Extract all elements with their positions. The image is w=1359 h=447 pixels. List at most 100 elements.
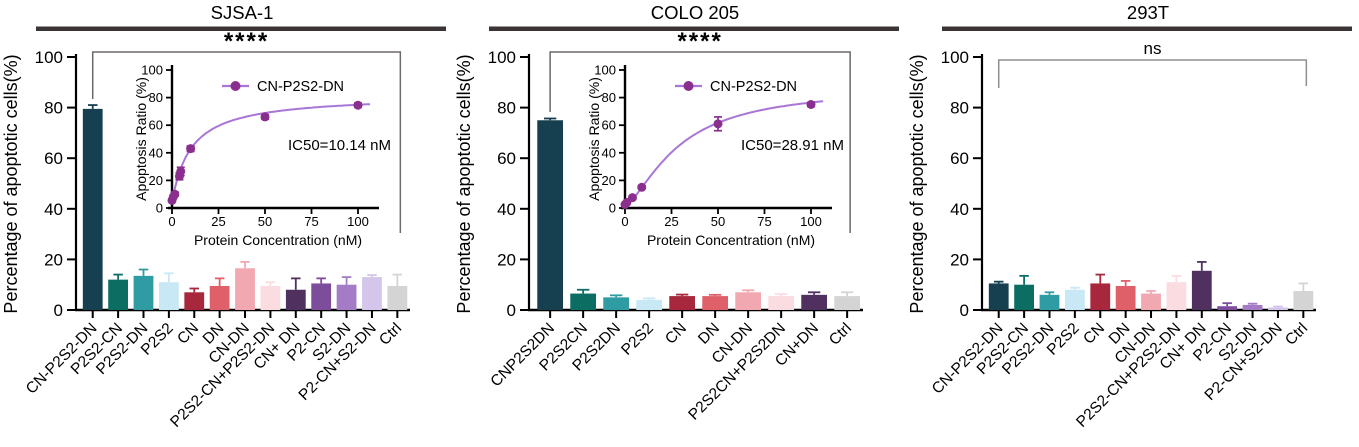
inset-y-tick-label: 0: [609, 201, 616, 216]
inset-x-tick-label: 100: [347, 214, 369, 229]
bar: [735, 292, 762, 310]
inset-data-point: [170, 189, 180, 199]
bar: [1014, 284, 1035, 310]
inset-fit-curve: [624, 100, 824, 207]
bar: [1141, 293, 1161, 310]
inset-data-point: [353, 100, 363, 110]
bar: [387, 285, 408, 310]
y-tick-label: 80: [950, 99, 969, 118]
inset-x-tick-label: 50: [258, 214, 272, 229]
sjsa-1-bar-chart: SJSA-1 0 20 40 60 80 100 Percentage of apoptoti…: [1, 2, 446, 431]
significance-bracket: [997, 59, 1308, 88]
bar: [702, 296, 729, 310]
inset-legend-label: CN-P2S2-DN: [257, 79, 344, 95]
bar: [1191, 270, 1212, 310]
y-tick-label: 40: [950, 200, 969, 219]
inset-legend-marker: [230, 81, 241, 91]
panel-title: 293T: [1127, 2, 1169, 23]
bar: [768, 296, 795, 310]
inset-y-tick-label: 20: [149, 173, 163, 188]
bar: [1115, 285, 1136, 310]
x-tick-label: CN: [1080, 320, 1108, 348]
bar: [1090, 283, 1111, 310]
inset-y-tick-label: 40: [149, 145, 163, 160]
title-rule: [36, 26, 446, 31]
bar: [311, 283, 332, 310]
y-tick-label: 20: [44, 250, 63, 269]
ic50-annotation: IC50=10.14 nM: [288, 137, 391, 154]
inset-x-tick-label: 25: [664, 214, 678, 229]
colo-205-bar-chart: COLO 205 0 20 40 60 80 100 Percentage of apopto…: [454, 2, 899, 424]
inset-x-tick-label: 0: [621, 214, 628, 229]
inset-data-point: [176, 166, 186, 176]
y-tick-label: 0: [507, 301, 516, 320]
inset-data-point: [627, 193, 637, 203]
bar: [336, 284, 357, 310]
inset-x-axis-label: Protein Concentration (nM): [647, 232, 815, 248]
bar: [362, 277, 382, 310]
panel-colo-205: COLO 205 0 20 40 60 80 100 Percentage of apopto…: [453, 0, 906, 447]
y-tick-label: 80: [44, 99, 63, 118]
y-tick-label: 0: [54, 301, 63, 320]
inset-y-axis-label: Apoptosis Ratio (%): [586, 77, 602, 201]
inset-fit-curve: [171, 103, 371, 203]
panel-sjsa-1: SJSA-1 0 20 40 60 80 100 Percentage of apoptoti…: [0, 0, 453, 447]
bar: [260, 285, 281, 310]
bar: [1242, 304, 1263, 310]
bar: [235, 268, 255, 310]
x-tick-label: CN: [662, 320, 690, 348]
y-tick-label: 60: [497, 149, 516, 168]
bar: [133, 275, 154, 310]
y-tick-label: 60: [44, 149, 63, 168]
y-tick-label: 40: [497, 200, 516, 219]
inset-data-point: [186, 144, 196, 154]
significance-bracket: [549, 51, 851, 233]
title-rule: [489, 26, 899, 31]
bar: [1064, 289, 1085, 310]
inset-y-axis-label: Apoptosis Ratio (%): [133, 77, 149, 201]
bar: [184, 292, 205, 310]
panel-title: SJSA-1: [211, 2, 274, 23]
inset-x-tick-label: 50: [711, 214, 725, 229]
ic50-annotation: IC50=28.91 nM: [741, 137, 844, 154]
y-tick-label: 40: [44, 200, 63, 219]
bar: [636, 299, 663, 310]
bar: [285, 289, 306, 310]
inset-data-point: [260, 112, 270, 122]
y-tick-label: 20: [950, 250, 969, 269]
y-tick-label: 80: [497, 99, 516, 118]
y-tick-label: 100: [941, 48, 969, 67]
inset-y-tick-label: 20: [602, 173, 616, 188]
inset-x-tick-label: 0: [168, 214, 175, 229]
inset-y-tick-label: 40: [602, 145, 616, 160]
bar: [82, 108, 103, 311]
inset-x-tick-label: 25: [211, 214, 225, 229]
bar: [1166, 282, 1187, 310]
y-axis-label: Percentage of apoptotic cells(%): [1, 54, 21, 313]
x-tick-label: CN: [174, 320, 202, 348]
inset-legend-label: CN-P2S2-DN: [710, 79, 797, 95]
inset-y-tick-label: 60: [149, 118, 163, 133]
bar: [158, 282, 179, 310]
significance-label: ****: [677, 28, 722, 55]
bar: [209, 285, 230, 310]
inset-data-point: [806, 100, 816, 109]
y-tick-label: 100: [35, 48, 63, 67]
inset-x-tick-label: 75: [304, 214, 318, 229]
x-tick-label: Ctrl: [826, 320, 855, 349]
y-axis-label: Percentage of apoptotic cells(%): [907, 54, 927, 313]
significance-label: ns: [1144, 39, 1162, 58]
significance-bracket: [91, 51, 402, 233]
bar: [834, 296, 861, 310]
panel-293t: 293T 0 20 40 60 80 100 Percentage of apoptotic …: [906, 0, 1359, 447]
x-tick-label: P2S2: [618, 320, 657, 359]
bar: [669, 296, 696, 310]
bar: [1217, 306, 1238, 310]
inset-x-tick-label: 100: [800, 214, 822, 229]
panel-title: COLO 205: [651, 2, 739, 23]
bar: [988, 283, 1009, 310]
inset-y-tick-label: 80: [149, 90, 163, 105]
y-tick-label: 0: [960, 301, 969, 320]
bar: [801, 294, 828, 310]
